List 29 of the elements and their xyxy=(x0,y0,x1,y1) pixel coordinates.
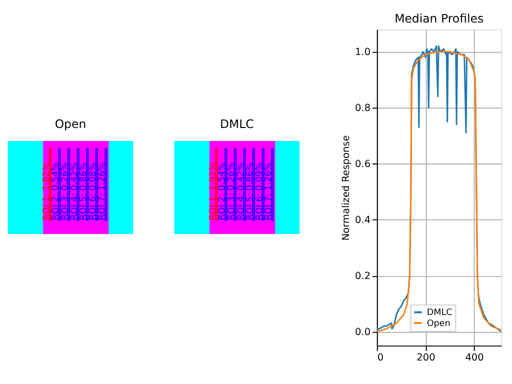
text: ROI 3: 0.26% xyxy=(226,162,237,220)
y-tick-label: 0.2 xyxy=(355,271,371,282)
x-tick-label: 0 xyxy=(377,352,384,364)
text: ROI 2: 0.54% xyxy=(218,162,228,220)
chart-title: Median Profiles xyxy=(394,12,484,26)
y-tick-label: 0.6 xyxy=(355,159,371,170)
text: ROI 5: 0.86% xyxy=(79,162,90,220)
text: ROI 4: 0.42% xyxy=(70,162,80,220)
text: DMLC xyxy=(220,117,254,132)
text: ROI 7: 1.26% xyxy=(264,162,274,220)
y-axis-title: Normalized Response xyxy=(341,135,352,241)
text: ROI 6: 0.09% xyxy=(254,162,265,220)
text: ROI 3: 0.26% xyxy=(60,162,71,220)
text: ROI 7: 1.26% xyxy=(98,162,108,220)
x-tick-label: 400 xyxy=(465,352,484,364)
legend-label: Open xyxy=(426,318,450,329)
y-tick-label: 0.8 xyxy=(355,103,371,114)
y-tick-label: 1.0 xyxy=(355,47,371,58)
text: ROI 1: 1.92% xyxy=(208,162,218,220)
text: ROI 6: 0.08% xyxy=(88,162,98,220)
text: Open xyxy=(54,117,86,132)
text: ROI 4: 0.42% xyxy=(236,162,246,220)
text: ROI 1: 1.82% xyxy=(42,162,52,220)
y-tick-label: 0.4 xyxy=(355,215,371,226)
y-tick-label: 0.0 xyxy=(355,327,371,338)
legend-label: DMLC xyxy=(426,308,452,318)
x-tick-label: 200 xyxy=(416,352,436,364)
text: ROI 5: 0.86% xyxy=(246,162,256,220)
text: ROI 2: 0.54% xyxy=(51,162,62,220)
